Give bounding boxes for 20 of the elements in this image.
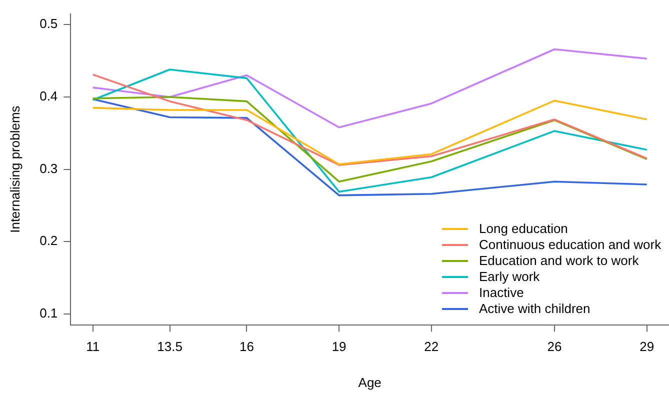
y-axis-title: Internalising problems <box>7 105 22 233</box>
y-tick-label: 0.2 <box>40 233 58 248</box>
legend-label: Continuous education and work <box>479 236 662 253</box>
legend-label: Active with children <box>479 300 590 317</box>
y-tick-label: 0.3 <box>40 160 58 176</box>
x-tick-label: 16 <box>239 339 254 354</box>
legend-label: Inactive <box>479 284 524 301</box>
legend-label: Education and work to work <box>479 252 639 269</box>
y-tick-label: 0.1 <box>40 306 58 321</box>
x-tick-label: 26 <box>547 339 562 354</box>
x-axis-title: Age <box>358 374 382 390</box>
x-tick-label: 19 <box>332 339 346 354</box>
x-tick-label: 11 <box>86 339 100 354</box>
x-tick-label: 22 <box>424 339 439 354</box>
legend-label: Long education <box>479 220 568 237</box>
y-tick-label: 0.4 <box>40 88 58 104</box>
x-tick-label: 13.5 <box>157 339 182 354</box>
x-tick-label: 29 <box>640 339 654 354</box>
y-tick-label: 0.5 <box>40 16 58 32</box>
legend-label: Early work <box>479 268 540 285</box>
